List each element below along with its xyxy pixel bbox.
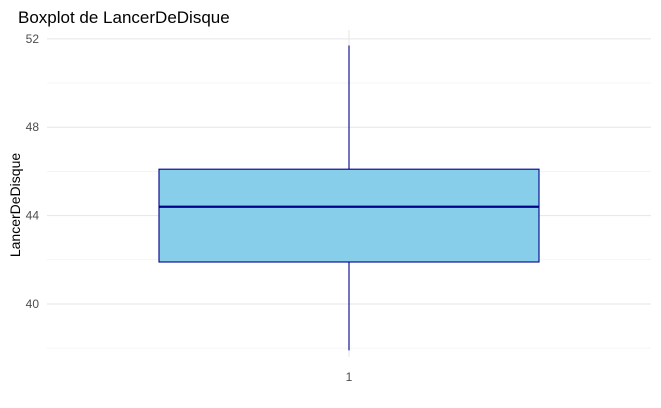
iqr-box [158,168,540,263]
y-tick-label: 40 [26,297,40,311]
y-tick-labels: 40 44 48 52 [26,32,40,311]
y-tick-label: 52 [26,32,40,46]
chart-title: Boxplot de LancerDeDisque [18,8,230,27]
y-tick-label: 44 [26,209,40,223]
x-tick-labels: 1 [346,370,353,384]
y-axis-label: LancerDeDisque [7,153,23,257]
x-tick-label: 1 [346,370,353,384]
y-tick-label: 48 [26,120,40,134]
boxes [158,45,540,351]
